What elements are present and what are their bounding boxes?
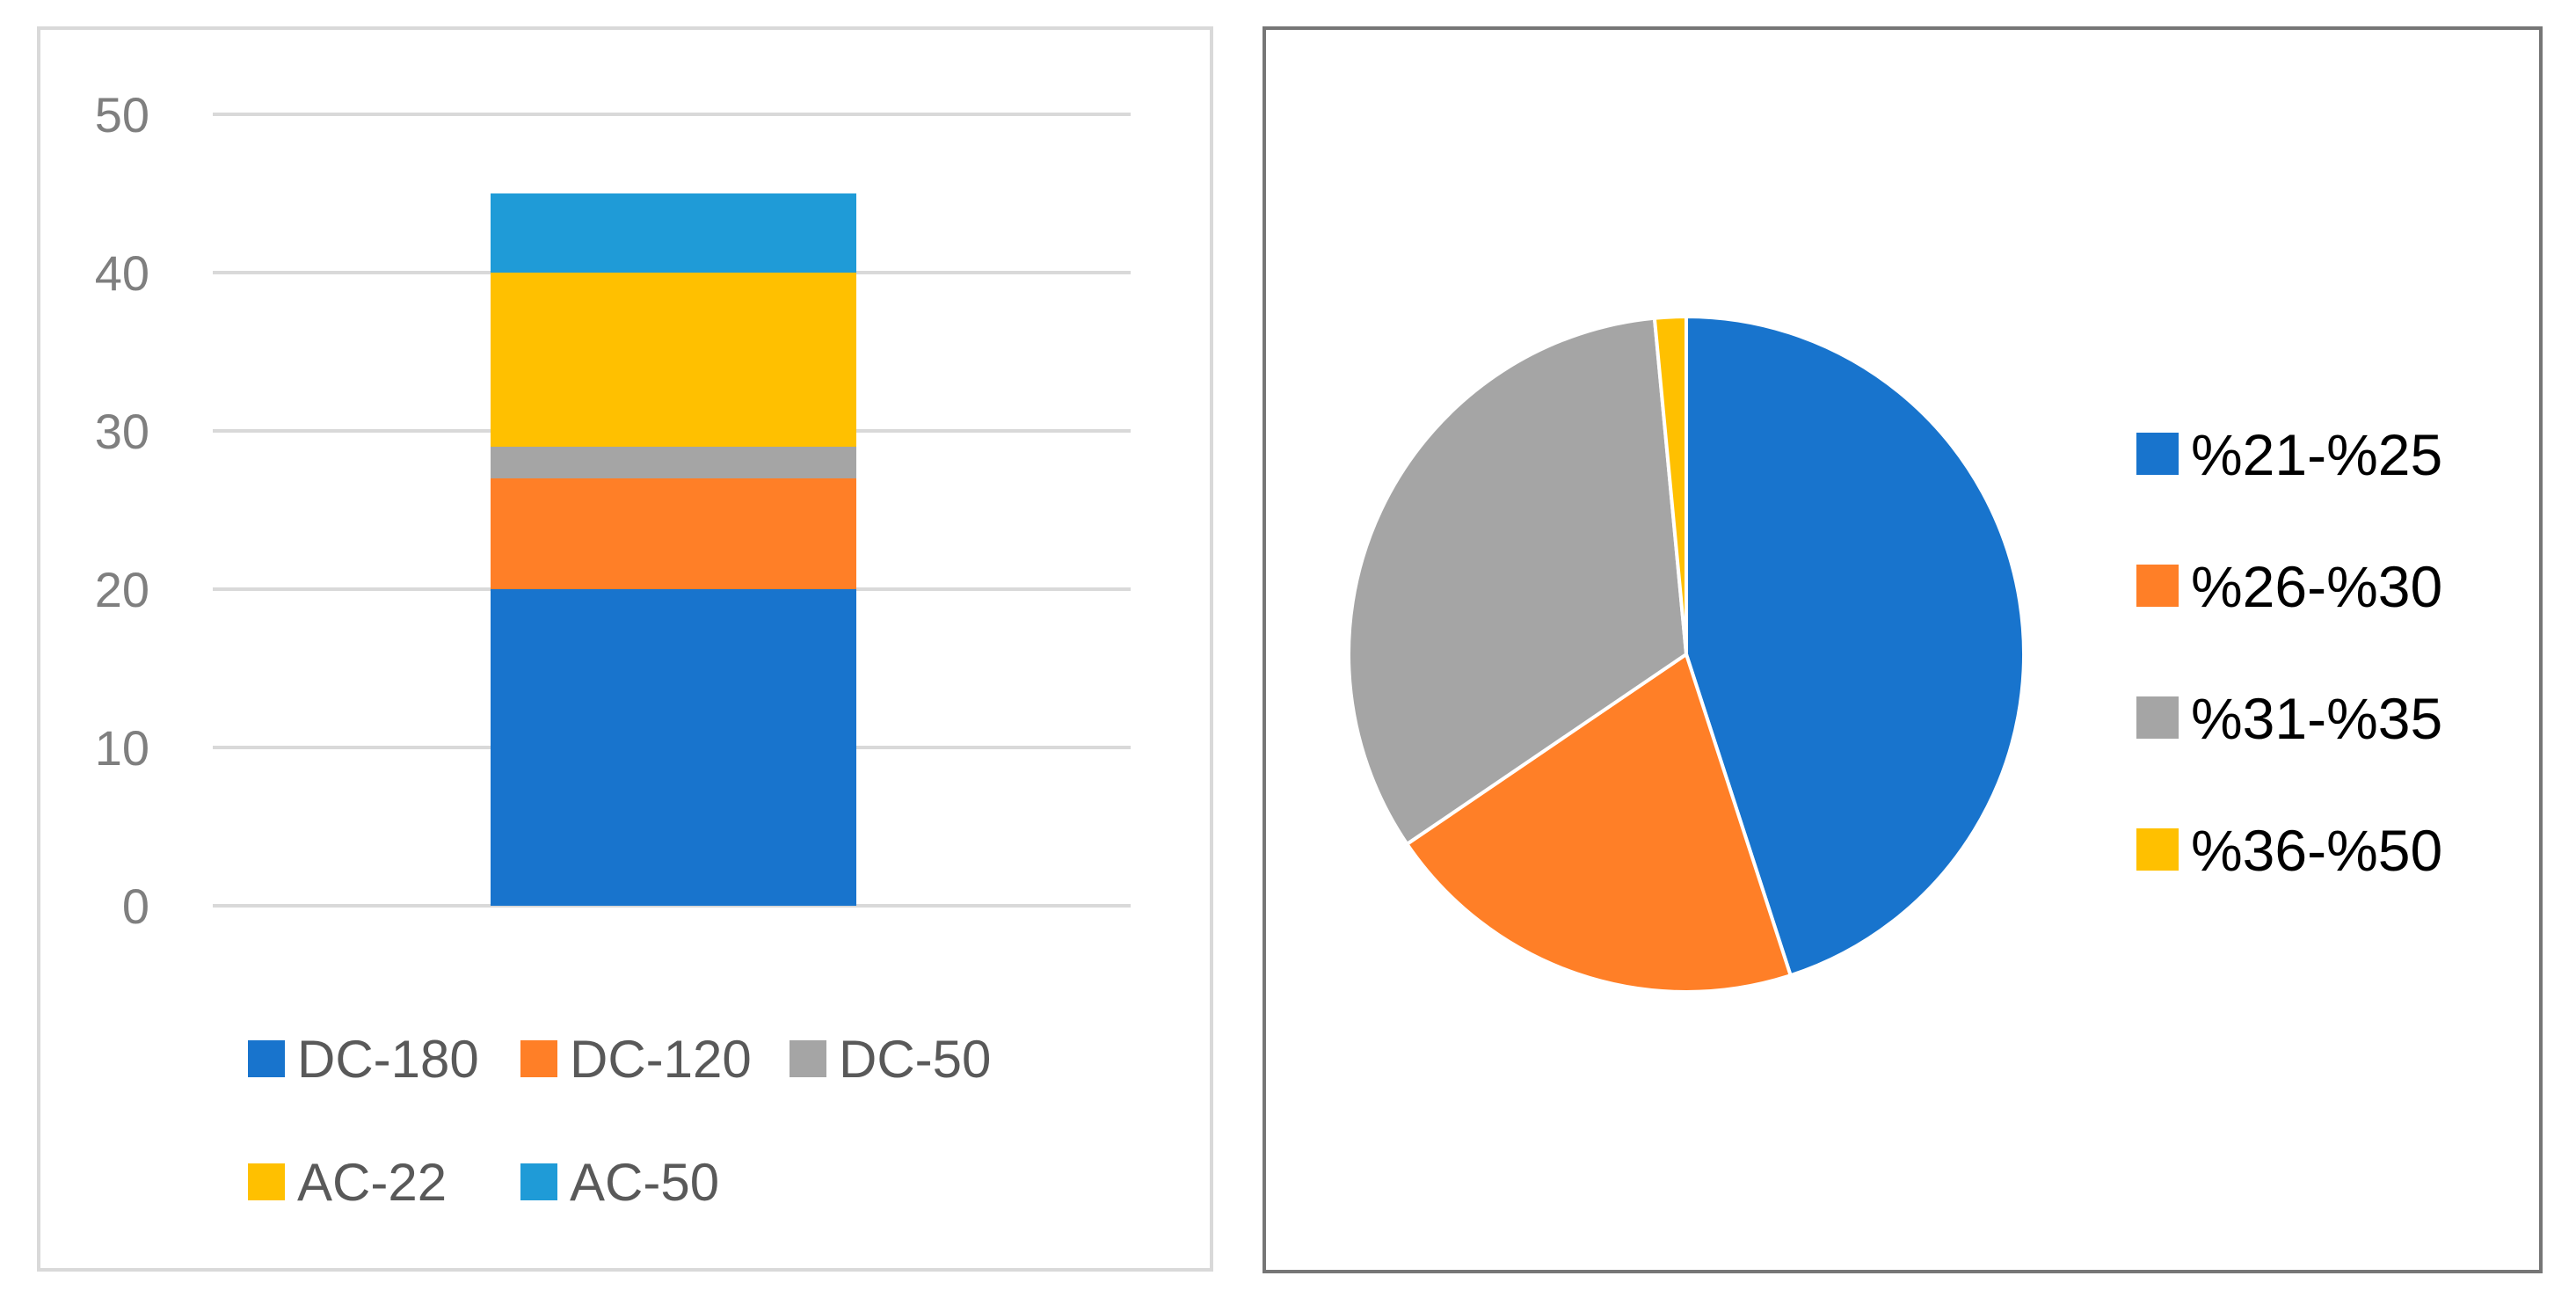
pie-chart-panel: %21-%25 %26-%30 %31-%35 %36-%50 [1263, 26, 2543, 1273]
y-tick-label: 10 [95, 720, 149, 776]
bar-segment-dc-180 [491, 589, 856, 906]
legend-label: %31-%35 [2191, 686, 2442, 751]
y-tick-label: 0 [122, 879, 149, 934]
stacked-bar-chart-panel: 0 10 20 30 40 50 DC-180 DC-120 DC-50 AC-22 AC-50 [37, 26, 1213, 1272]
legend-swatch [2136, 828, 2179, 871]
bar-segment-ac-22 [491, 273, 856, 447]
legend-label: DC-180 [297, 1030, 479, 1089]
legend-label: AC-50 [570, 1153, 719, 1212]
legend-swatch [248, 1163, 285, 1200]
legend-label: %36-%50 [2191, 818, 2442, 883]
y-tick-label: 30 [95, 404, 149, 459]
legend-swatch [2136, 433, 2179, 475]
legend-swatch [520, 1163, 557, 1200]
y-tick-label: 40 [95, 245, 149, 301]
bar-segment-ac-50 [491, 193, 856, 273]
y-tick-label: 50 [95, 87, 149, 142]
pie-slice-3 [1347, 316, 1689, 847]
bar-segment-dc-120 [491, 478, 856, 589]
pie-slice-4 [1652, 314, 1688, 655]
pie-slice-2 [1404, 651, 1794, 994]
pie-slice-1 [1685, 314, 2026, 978]
legend-swatch [790, 1040, 826, 1077]
legend-swatch [248, 1040, 285, 1077]
legend-label: %21-%25 [2191, 422, 2442, 487]
stacked-bar-chart: 0 10 20 30 40 50 DC-180 DC-120 DC-50 AC-22 AC-50 [95, 87, 1131, 1212]
legend-label: %26-%30 [2191, 554, 2442, 619]
bar-segment-dc-50 [491, 447, 856, 478]
y-tick-label: 20 [95, 562, 149, 617]
legend-label: DC-120 [570, 1030, 752, 1089]
legend-label: AC-22 [297, 1153, 447, 1212]
legend-swatch [2136, 696, 2179, 739]
legend-swatch [2136, 565, 2179, 607]
pie-chart: %21-%25 %26-%30 %31-%35 %36-%50 [1347, 314, 2442, 994]
legend-label: DC-50 [839, 1030, 991, 1089]
legend-swatch [520, 1040, 557, 1077]
